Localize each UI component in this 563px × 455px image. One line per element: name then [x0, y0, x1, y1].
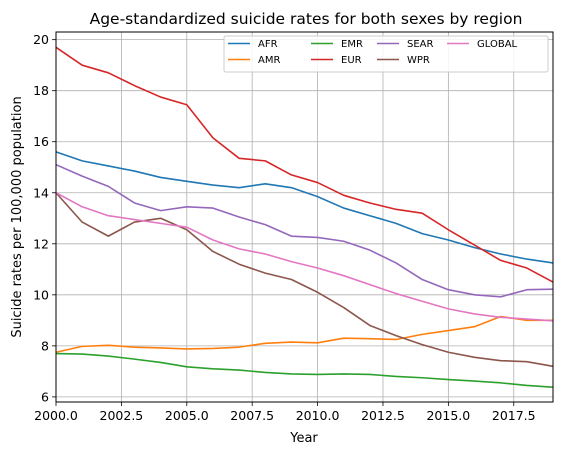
legend-label-emr: EMR [341, 39, 363, 50]
legend-label-eur: EUR [341, 55, 362, 66]
legend-label-afr: AFR [258, 39, 278, 50]
x-tick-label: 2012.5 [361, 408, 405, 423]
legend-label-global: GLOBAL [477, 39, 518, 50]
x-tick-label: 2015.0 [426, 408, 470, 423]
legend-label-amr: AMR [258, 55, 280, 66]
legend: AFR AMR EMR EUR SEAR WPR GLOBAL [223, 35, 549, 73]
x-tick-label: 2005.0 [165, 408, 209, 423]
series-line-wpr [55, 192, 554, 368]
y-tick-label: 10 [33, 287, 49, 302]
y-tick-label: 8 [41, 338, 49, 353]
legend-label-sear: SEAR [407, 39, 434, 50]
x-axis-label: Year [289, 431, 318, 446]
x-tick-label: 2007.5 [230, 408, 274, 423]
series-line-eur [55, 46, 554, 283]
series-line-afr [55, 151, 554, 264]
series-layer [55, 46, 554, 388]
series-line-sear [55, 163, 554, 298]
x-tick-label: 2002.5 [100, 408, 144, 423]
y-axis-label: Suicide rates per 100,000 population [10, 96, 25, 337]
legend-label-wpr: WPR [407, 55, 430, 66]
y-tick-label: 12 [33, 236, 49, 251]
chart-title: Age-standardized suicide rates for both … [90, 10, 523, 28]
x-tick-label: 2010.0 [296, 408, 340, 423]
series-line-amr [55, 315, 553, 354]
y-tick-label: 20 [33, 32, 49, 47]
x-tick-label: 2017.5 [492, 408, 536, 423]
y-tick-label: 14 [33, 185, 49, 200]
y-tick-label: 18 [33, 83, 49, 98]
series-line-global [55, 192, 554, 322]
y-axis: 6 8 10 12 14 16 18 20 [33, 32, 56, 404]
plot-frame [55, 31, 554, 403]
y-tick-label: 6 [41, 389, 49, 404]
x-tick-label: 2000.0 [34, 408, 78, 423]
series-line-emr [55, 352, 554, 388]
y-tick-label: 16 [33, 134, 49, 149]
legend-box [223, 35, 549, 73]
x-axis: 2000.0 2002.5 2005.0 2007.5 2010.0 2012.5 2015… [34, 402, 536, 423]
